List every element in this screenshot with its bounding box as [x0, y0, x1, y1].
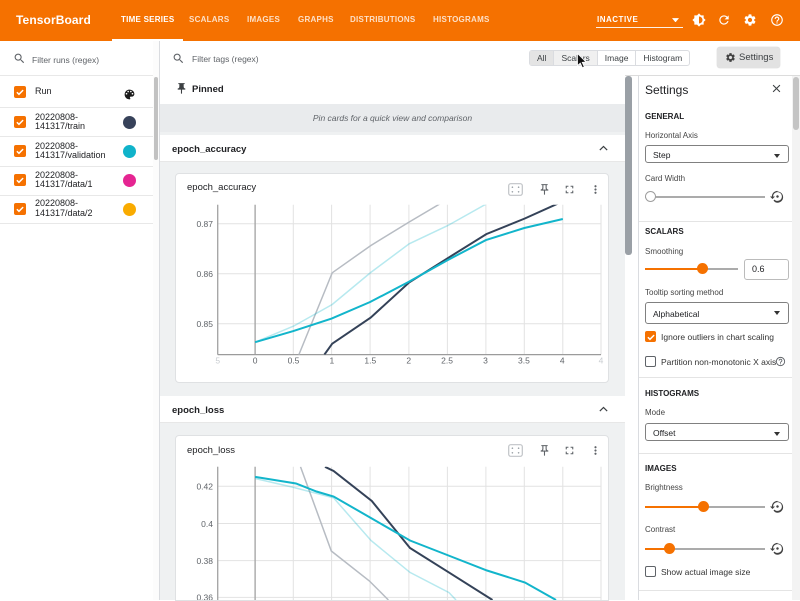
svg-text:2: 2 — [406, 356, 411, 366]
svg-text:0.5: 0.5 — [288, 356, 300, 366]
svg-text:0.42: 0.42 — [196, 482, 213, 492]
svg-text:1: 1 — [330, 356, 335, 366]
svg-text:0.38: 0.38 — [196, 556, 213, 566]
svg-text:0.4: 0.4 — [201, 519, 213, 529]
svg-text:1.5: 1.5 — [364, 356, 376, 366]
svg-text:2.5: 2.5 — [441, 356, 453, 366]
svg-text:3: 3 — [483, 356, 488, 366]
svg-text:3.5: 3.5 — [518, 356, 530, 366]
svg-text:4: 4 — [599, 356, 604, 366]
svg-text:0.36: 0.36 — [196, 593, 213, 600]
svg-text:0.86: 0.86 — [196, 269, 213, 279]
svg-text:4: 4 — [560, 356, 565, 366]
svg-text:0: 0 — [253, 356, 258, 366]
svg-text:5: 5 — [215, 356, 220, 366]
svg-text:0.87: 0.87 — [196, 219, 213, 229]
svg-text:0.85: 0.85 — [196, 319, 213, 329]
